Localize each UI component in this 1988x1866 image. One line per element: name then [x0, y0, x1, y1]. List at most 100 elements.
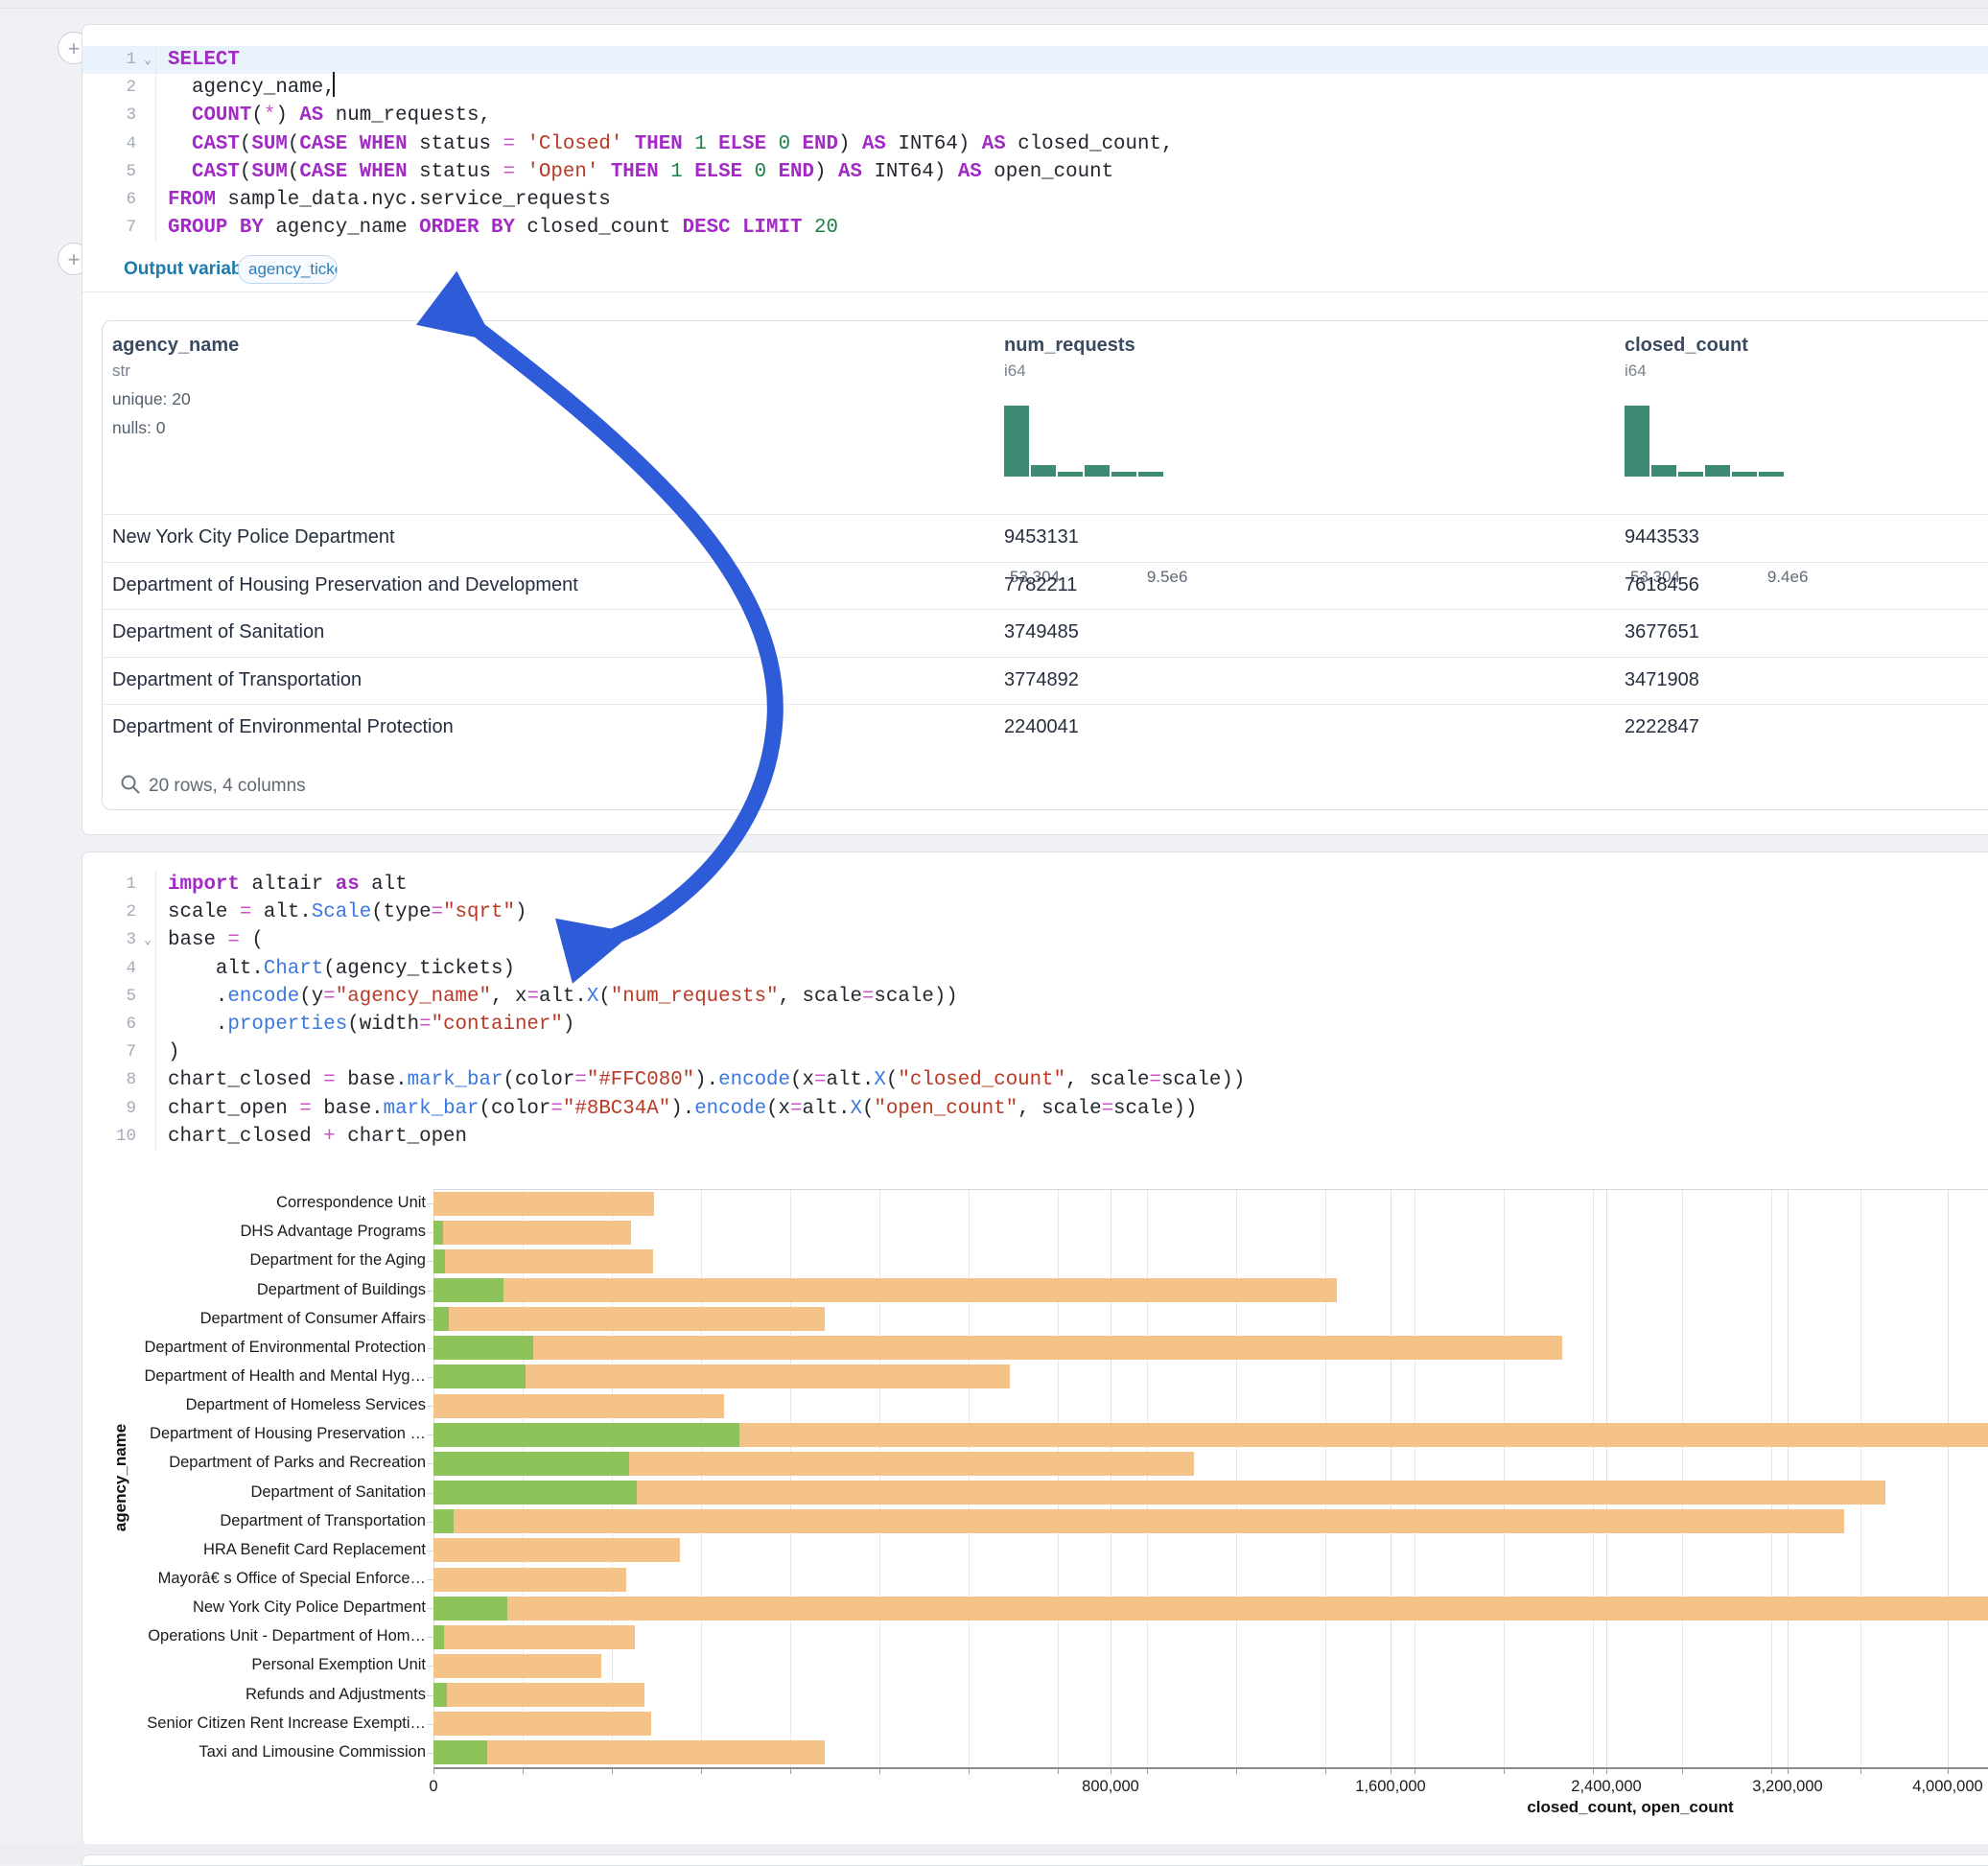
column-type: i64 [1625, 362, 1647, 380]
text-cursor [333, 72, 335, 97]
code-text: FROM sample_data.nyc.service_requests [168, 188, 611, 211]
code-text: .encode(y="agency_name", x=alt.X("num_re… [168, 985, 958, 1008]
sql-cell: 1 ⌄ SELECT 2 agency_name, 3 COUNT(*) AS num… [82, 24, 1988, 835]
code-line: 4 CAST(SUM(CASE WHEN status = 'Closed' T… [82, 129, 1988, 158]
line-number: 10 [82, 1122, 156, 1151]
line-number: 7 [82, 1038, 156, 1067]
code-text: scale = alt.Scale(type="sqrt") [168, 901, 527, 924]
cell-num-requests: 2240041 [1004, 716, 1079, 738]
column-histogram: 53,304 9.5e6 [1004, 405, 1187, 586]
code-line: 1 ⌄ SELECT [82, 46, 1988, 75]
column-name: closed_count [1625, 335, 1748, 356]
line-number: 5 [82, 982, 156, 1011]
table-row: Department of Sanitation 3749485 3677651 [103, 609, 1988, 657]
cell-closed-count: 2222847 [1625, 716, 1699, 738]
output-variable-pill[interactable]: agency_tickets [238, 255, 338, 284]
histogram-bar [1004, 406, 1029, 477]
cell-agency-name: Department of Transportation [112, 668, 363, 690]
code-line: 6 FROM sample_data.nyc.service_requests [82, 185, 1988, 215]
line-number: 9 [82, 1094, 156, 1123]
code-text: chart_open = base.mark_bar(color="#8BC34… [168, 1097, 1198, 1120]
output-variable-bar: Output variable: agency_tickets [82, 248, 1988, 292]
column-header: closed_count i64 [1625, 335, 1748, 381]
histogram-max-label: 9.4e6 [1766, 568, 1809, 586]
line-number: 6 [82, 1010, 156, 1039]
histogram-bar [1651, 465, 1676, 477]
line-number: 3 ⌄ [82, 926, 156, 955]
code-line: 6 .properties(width="container") [82, 1010, 1988, 1039]
table-row: New York City Police Department 9453131 94… [103, 514, 1988, 562]
code-text: base = ( [168, 929, 264, 952]
histogram-bar [1678, 472, 1703, 477]
column-type: i64 [1004, 362, 1026, 380]
line-number: 2 [82, 74, 156, 103]
cell-num-requests: 7782211 [1004, 573, 1078, 595]
table-footer-text: 20 rows, 4 columns [149, 776, 306, 796]
code-text: COUNT(*) AS num_requests, [191, 105, 492, 128]
table-row: Department of Housing Preservation and D… [103, 561, 1988, 610]
code-line: 5 .encode(y="agency_name", x=alt.X("num_… [82, 982, 1988, 1011]
code-text: GROUP BY agency_name ORDER BY closed_cou… [168, 217, 838, 240]
cell-closed-count: 7618456 [1625, 573, 1699, 595]
code-line: 9 chart_open = base.mark_bar(color="#8BC3… [82, 1094, 1988, 1123]
line-number: 2 [82, 898, 156, 927]
cell-agency-name: Department of Environmental Protection [112, 716, 454, 738]
column-name: agency_name [112, 335, 240, 356]
line-number: 4 [82, 129, 156, 158]
search-icon[interactable] [119, 773, 142, 796]
cell-num-requests: 3749485 [1004, 621, 1079, 643]
chevron-down-icon[interactable]: ⌄ [144, 933, 152, 948]
output-variable-label: Output variable: [124, 259, 264, 279]
code-text: chart_closed = base.mark_bar(color="#FFC… [168, 1069, 1246, 1092]
table-footer: 20 rows, 4 columns [103, 765, 1988, 809]
plus-icon: + [67, 247, 81, 271]
code-text: alt.Chart(agency_tickets) [168, 957, 515, 980]
histogram-min-label: 53,304 [1010, 568, 1060, 586]
code-line: 3 ⌄ base = ( [82, 926, 1988, 955]
line-number: 1 [82, 871, 156, 899]
next-cell-edge [82, 1854, 1988, 1866]
code-line: 7 GROUP BY agency_name ORDER BY closed_co… [82, 214, 1988, 243]
page-top-strip [0, 0, 1988, 9]
column-name: num_requests [1004, 335, 1135, 356]
column-meta: nulls: 0 [112, 418, 166, 437]
code-text: CAST(SUM(CASE WHEN status = 'Closed' THE… [191, 132, 1174, 155]
cell-closed-count: 3677651 [1625, 621, 1699, 643]
code-line: 1 import altair as alt [82, 871, 1988, 899]
cell-closed-count: 9443533 [1625, 526, 1699, 548]
cell-agency-name: Department of Sanitation [112, 621, 325, 643]
line-number: 8 [82, 1066, 156, 1095]
histogram-bar [1111, 472, 1136, 477]
line-number: 6 [82, 185, 156, 215]
line-number: 5 [82, 157, 156, 186]
code-line: 5 CAST(SUM(CASE WHEN status = 'Open' THE… [82, 157, 1988, 186]
code-line: 7) [82, 1038, 1988, 1067]
code-text: SELECT [168, 49, 240, 71]
line-number: 3 [82, 102, 156, 130]
histogram-bar [1085, 465, 1110, 477]
output-variable-name: agency_tickets [248, 260, 337, 278]
sql-code-editor[interactable]: 1 ⌄ SELECT 2 agency_name, 3 COUNT(*) AS num… [82, 25, 1988, 243]
column-header: num_requests i64 [1004, 335, 1135, 381]
table-row: Department of Transportation 3774892 34719… [103, 656, 1988, 705]
line-number: 7 [82, 214, 156, 243]
histogram-bar [1031, 465, 1056, 477]
code-text: chart_closed + chart_open [168, 1125, 468, 1148]
python-cell: 1 import altair as alt 2 scale = alt.Scale(… [82, 851, 1988, 1846]
table-row: Department of Environmental Protection 22… [103, 704, 1988, 752]
python-code-editor[interactable]: 1 import altair as alt 2 scale = alt.Scale(… [82, 852, 1988, 1151]
code-line: 2 scale = alt.Scale(type="sqrt") [82, 898, 1988, 927]
chevron-down-icon[interactable]: ⌄ [144, 53, 152, 67]
code-line: 3 COUNT(*) AS num_requests, [82, 102, 1988, 130]
code-text: ) [168, 1041, 180, 1064]
code-line: 8 chart_closed = base.mark_bar(color="#FF… [82, 1066, 1988, 1095]
cell-closed-count: 3471908 [1625, 668, 1699, 690]
histogram-bar [1759, 472, 1784, 477]
column-header: agency_name str unique: 20 nulls: 0 [112, 335, 239, 438]
code-line: 2 agency_name, [82, 74, 1988, 103]
histogram-bar [1138, 472, 1163, 477]
code-text: agency_name, [168, 77, 336, 100]
column-meta: unique: 20 [112, 389, 191, 408]
cell-agency-name: Department of Housing Preservation and D… [112, 573, 578, 595]
histogram-bar [1058, 472, 1083, 477]
